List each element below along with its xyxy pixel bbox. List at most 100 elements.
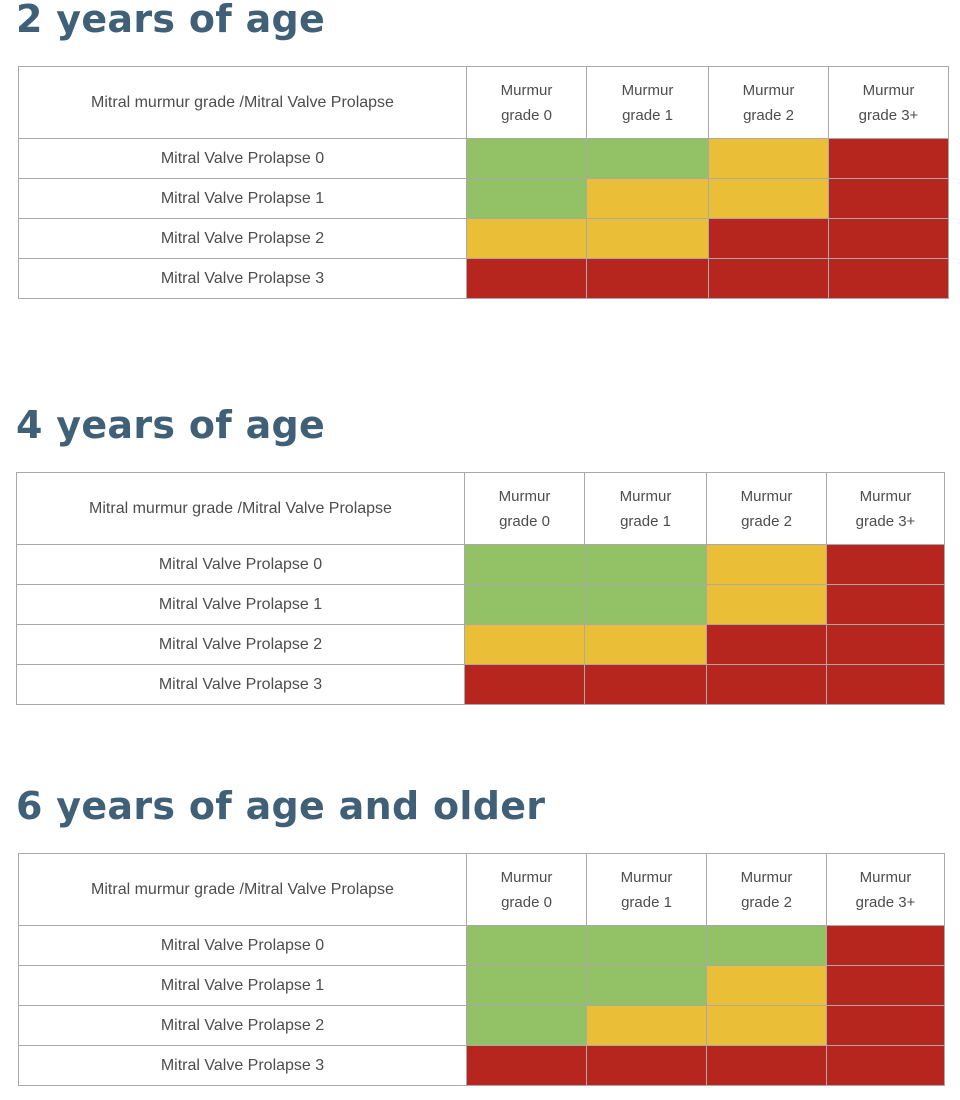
- section-title: 2 years of age: [16, 0, 326, 41]
- risk-cell: [826, 624, 945, 665]
- section-title: 4 years of age: [16, 403, 326, 447]
- column-header-line: Murmur: [859, 868, 912, 886]
- table-row: Mitral Valve Prolapse 0: [18, 925, 945, 966]
- risk-cell: [466, 218, 587, 259]
- column-header: Murmur grade 2: [706, 472, 827, 545]
- risk-cell: [584, 664, 707, 705]
- risk-cell: [464, 584, 585, 625]
- table-row: Mitral Valve Prolapse 2: [18, 218, 949, 259]
- table-row: Mitral Valve Prolapse 2: [16, 624, 945, 665]
- column-header-line: Murmur: [742, 81, 795, 99]
- column-header-line: grade 0: [501, 106, 552, 124]
- column-header-line: grade 2: [741, 512, 792, 530]
- risk-cell: [586, 138, 709, 179]
- risk-cell: [584, 584, 707, 625]
- column-header-line: grade 0: [499, 512, 550, 530]
- column-header-line: grade 3+: [855, 893, 916, 911]
- column-header-line: Murmur: [500, 868, 553, 886]
- column-header-line: grade 1: [622, 106, 673, 124]
- risk-cell: [826, 1005, 945, 1046]
- risk-cell: [826, 544, 945, 585]
- row-label: Mitral Valve Prolapse 3: [18, 258, 467, 299]
- risk-table: Mitral murmur grade /Mitral Valve Prolap…: [18, 66, 949, 299]
- column-header-line: grade 1: [620, 512, 671, 530]
- row-label: Mitral Valve Prolapse 2: [16, 624, 465, 665]
- column-header-line: grade 2: [743, 106, 794, 124]
- risk-cell: [586, 965, 707, 1006]
- column-header-line: Murmur: [500, 81, 553, 99]
- column-header: Murmur grade 3+: [828, 66, 949, 139]
- risk-cell: [464, 544, 585, 585]
- column-header-line: grade 3+: [858, 106, 919, 124]
- table-row: Mitral Valve Prolapse 0: [18, 138, 949, 179]
- risk-cell: [826, 584, 945, 625]
- header-row: Mitral murmur grade /Mitral Valve Prolap…: [16, 472, 945, 545]
- risk-cell: [706, 584, 827, 625]
- risk-cell: [466, 258, 587, 299]
- row-label: Mitral Valve Prolapse 3: [16, 664, 465, 705]
- row-label: Mitral Valve Prolapse 3: [18, 1045, 467, 1086]
- table-row: Mitral Valve Prolapse 0: [16, 544, 945, 585]
- column-header-line: grade 0: [501, 893, 552, 911]
- section-title: 6 years of age and older: [16, 784, 546, 828]
- risk-cell: [466, 1005, 587, 1046]
- column-header: Murmur grade 1: [586, 853, 707, 926]
- risk-cell: [826, 664, 945, 705]
- risk-cell: [466, 138, 587, 179]
- column-header-line: Murmur: [740, 868, 793, 886]
- risk-cell: [828, 178, 949, 219]
- row-label: Mitral Valve Prolapse 1: [16, 584, 465, 625]
- risk-cell: [586, 218, 709, 259]
- risk-cell: [466, 965, 587, 1006]
- corner-header: Mitral murmur grade /Mitral Valve Prolap…: [18, 853, 467, 926]
- risk-cell: [466, 1045, 587, 1086]
- table-row: Mitral Valve Prolapse 1: [18, 178, 949, 219]
- column-header-line: grade 2: [741, 893, 792, 911]
- risk-cell: [584, 624, 707, 665]
- row-label: Mitral Valve Prolapse 1: [18, 178, 467, 219]
- column-header-line: Murmur: [862, 81, 915, 99]
- risk-cell: [708, 178, 829, 219]
- column-header-line: Murmur: [859, 487, 912, 505]
- header-row: Mitral murmur grade /Mitral Valve Prolap…: [18, 853, 945, 926]
- row-label: Mitral Valve Prolapse 0: [18, 138, 467, 179]
- risk-cell: [708, 218, 829, 259]
- column-header: Murmur grade 0: [466, 66, 587, 139]
- risk-cell: [828, 138, 949, 179]
- corner-header: Mitral murmur grade /Mitral Valve Prolap…: [16, 472, 465, 545]
- column-header-line: grade 3+: [855, 512, 916, 530]
- column-header: Murmur grade 0: [466, 853, 587, 926]
- risk-cell: [828, 258, 949, 299]
- row-label: Mitral Valve Prolapse 0: [18, 925, 467, 966]
- table-row: Mitral Valve Prolapse 3: [18, 1045, 945, 1086]
- risk-cell: [708, 258, 829, 299]
- column-header-line: Murmur: [621, 81, 674, 99]
- column-header: Murmur grade 3+: [826, 853, 945, 926]
- column-header: Murmur grade 2: [706, 853, 827, 926]
- risk-cell: [586, 178, 709, 219]
- column-header: Murmur grade 0: [464, 472, 585, 545]
- risk-cell: [706, 624, 827, 665]
- column-header-line: Murmur: [620, 868, 673, 886]
- header-row: Mitral murmur grade /Mitral Valve Prolap…: [18, 66, 949, 139]
- row-label: Mitral Valve Prolapse 2: [18, 1005, 467, 1046]
- column-header: Murmur grade 1: [586, 66, 709, 139]
- risk-cell: [584, 544, 707, 585]
- risk-cell: [586, 1045, 707, 1086]
- risk-cell: [464, 624, 585, 665]
- column-header: Murmur grade 3+: [826, 472, 945, 545]
- risk-cell: [706, 965, 827, 1006]
- corner-header: Mitral murmur grade /Mitral Valve Prolap…: [18, 66, 467, 139]
- column-header-line: grade 1: [621, 893, 672, 911]
- column-header: Murmur grade 1: [584, 472, 707, 545]
- table-row: Mitral Valve Prolapse 3: [16, 664, 945, 705]
- table-row: Mitral Valve Prolapse 2: [18, 1005, 945, 1046]
- risk-cell: [586, 925, 707, 966]
- risk-cell: [586, 258, 709, 299]
- risk-cell: [706, 1045, 827, 1086]
- risk-cell: [706, 925, 827, 966]
- risk-table: Mitral murmur grade /Mitral Valve Prolap…: [18, 853, 945, 1086]
- column-header: Murmur grade 2: [708, 66, 829, 139]
- risk-cell: [466, 925, 587, 966]
- column-header-line: Murmur: [740, 487, 793, 505]
